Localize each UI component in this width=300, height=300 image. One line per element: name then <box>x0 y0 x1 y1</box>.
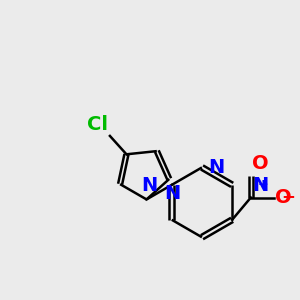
Text: N: N <box>164 184 180 203</box>
Text: N: N <box>141 176 158 195</box>
Text: Cl: Cl <box>88 116 109 134</box>
Text: O: O <box>252 154 269 173</box>
Text: O: O <box>275 188 292 207</box>
Text: N: N <box>208 158 225 177</box>
Text: N: N <box>252 176 268 195</box>
Text: +: + <box>258 178 269 191</box>
Text: −: − <box>282 187 296 205</box>
